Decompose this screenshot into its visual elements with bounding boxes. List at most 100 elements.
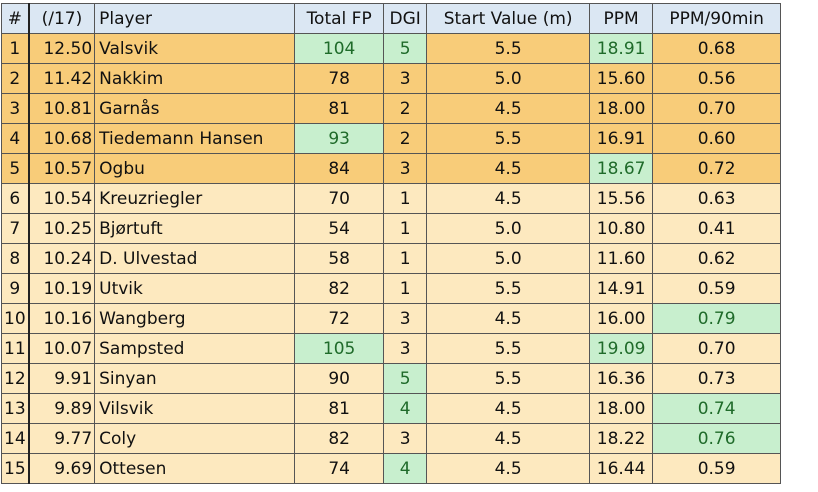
rank-cell[interactable]: 10: [0, 303, 30, 334]
player-cell[interactable]: Wangberg: [94, 303, 296, 334]
dgi-cell[interactable]: 4: [383, 393, 428, 424]
ppm-cell[interactable]: 14.91: [589, 273, 654, 304]
ppm-cell[interactable]: 15.56: [589, 183, 654, 214]
score-cell[interactable]: 9.89: [27, 393, 96, 424]
start-value-cell[interactable]: 5.5: [426, 123, 591, 154]
start-value-cell[interactable]: 4.5: [426, 423, 591, 454]
dgi-cell[interactable]: 3: [383, 423, 428, 454]
ppm-90-cell[interactable]: 0.74: [652, 393, 782, 424]
header-score[interactable]: (/17): [27, 3, 96, 34]
score-cell[interactable]: 9.69: [27, 453, 96, 484]
total-fp-cell[interactable]: 84: [294, 153, 385, 184]
player-cell[interactable]: Coly: [94, 423, 296, 454]
score-cell[interactable]: 9.77: [27, 423, 96, 454]
player-cell[interactable]: Ogbu: [94, 153, 296, 184]
ppm-90-cell[interactable]: 0.68: [652, 33, 782, 64]
ppm-90-cell[interactable]: 0.72: [652, 153, 782, 184]
dgi-cell[interactable]: 3: [383, 63, 428, 94]
total-fp-cell[interactable]: 81: [294, 393, 385, 424]
score-cell[interactable]: 10.68: [27, 123, 96, 154]
rank-cell[interactable]: 11: [0, 333, 30, 364]
ppm-cell[interactable]: 18.67: [589, 153, 654, 184]
ppm-90-cell[interactable]: 0.73: [652, 363, 782, 394]
total-fp-cell[interactable]: 82: [294, 423, 385, 454]
ppm-cell[interactable]: 19.09: [589, 333, 654, 364]
total-fp-cell[interactable]: 90: [294, 363, 385, 394]
total-fp-cell[interactable]: 54: [294, 213, 385, 244]
player-cell[interactable]: Ottesen: [94, 453, 296, 484]
ppm-90-cell[interactable]: 0.76: [652, 423, 782, 454]
total-fp-cell[interactable]: 81: [294, 93, 385, 124]
rank-cell[interactable]: 14: [0, 423, 30, 454]
start-value-cell[interactable]: 5.0: [426, 213, 591, 244]
ppm-90-cell[interactable]: 0.63: [652, 183, 782, 214]
rank-cell[interactable]: 2: [0, 63, 30, 94]
dgi-cell[interactable]: 1: [383, 213, 428, 244]
rank-cell[interactable]: 8: [0, 243, 30, 274]
dgi-cell[interactable]: 2: [383, 93, 428, 124]
dgi-cell[interactable]: 4: [383, 453, 428, 484]
ppm-cell[interactable]: 16.91: [589, 123, 654, 154]
dgi-cell[interactable]: 3: [383, 153, 428, 184]
dgi-cell[interactable]: 5: [383, 33, 428, 64]
start-value-cell[interactable]: 5.5: [426, 273, 591, 304]
dgi-cell[interactable]: 1: [383, 273, 428, 304]
total-fp-cell[interactable]: 104: [294, 33, 385, 64]
ppm-cell[interactable]: 16.00: [589, 303, 654, 334]
ppm-90-cell[interactable]: 0.62: [652, 243, 782, 274]
total-fp-cell[interactable]: 105: [294, 333, 385, 364]
ppm-cell[interactable]: 18.22: [589, 423, 654, 454]
header-rank[interactable]: #: [0, 3, 30, 34]
start-value-cell[interactable]: 5.5: [426, 363, 591, 394]
rank-cell[interactable]: 15: [0, 453, 30, 484]
score-cell[interactable]: 10.25: [27, 213, 96, 244]
score-cell[interactable]: 9.91: [27, 363, 96, 394]
score-cell[interactable]: 10.24: [27, 243, 96, 274]
player-cell[interactable]: D. Ulvestad: [94, 243, 296, 274]
start-value-cell[interactable]: 4.5: [426, 453, 591, 484]
ppm-90-cell[interactable]: 0.79: [652, 303, 782, 334]
ppm-cell[interactable]: 18.00: [589, 93, 654, 124]
player-cell[interactable]: Utvik: [94, 273, 296, 304]
score-cell[interactable]: 10.07: [27, 333, 96, 364]
header-player[interactable]: Player: [94, 3, 296, 34]
score-cell[interactable]: 12.50: [27, 33, 96, 64]
player-cell[interactable]: Garnås: [94, 93, 296, 124]
score-cell[interactable]: 10.57: [27, 153, 96, 184]
ppm-90-cell[interactable]: 0.59: [652, 453, 782, 484]
rank-cell[interactable]: 13: [0, 393, 30, 424]
player-cell[interactable]: Kreuzriegler: [94, 183, 296, 214]
start-value-cell[interactable]: 5.5: [426, 33, 591, 64]
score-cell[interactable]: 10.81: [27, 93, 96, 124]
ppm-cell[interactable]: 16.36: [589, 363, 654, 394]
ppm-cell[interactable]: 11.60: [589, 243, 654, 274]
rank-cell[interactable]: 1: [0, 33, 30, 64]
dgi-cell[interactable]: 1: [383, 183, 428, 214]
player-cell[interactable]: Bjørtuft: [94, 213, 296, 244]
ppm-90-cell[interactable]: 0.41: [652, 213, 782, 244]
rank-cell[interactable]: 6: [0, 183, 30, 214]
start-value-cell[interactable]: 5.0: [426, 243, 591, 274]
header-dgi[interactable]: DGI: [383, 3, 428, 34]
ppm-cell[interactable]: 16.44: [589, 453, 654, 484]
header-total-fp[interactable]: Total FP: [294, 3, 385, 34]
rank-cell[interactable]: 5: [0, 153, 30, 184]
start-value-cell[interactable]: 4.5: [426, 303, 591, 334]
rank-cell[interactable]: 12: [0, 363, 30, 394]
start-value-cell[interactable]: 4.5: [426, 183, 591, 214]
header-ppm-90[interactable]: PPM/90min: [652, 3, 782, 34]
total-fp-cell[interactable]: 70: [294, 183, 385, 214]
total-fp-cell[interactable]: 93: [294, 123, 385, 154]
dgi-cell[interactable]: 1: [383, 243, 428, 274]
total-fp-cell[interactable]: 74: [294, 453, 385, 484]
ppm-90-cell[interactable]: 0.60: [652, 123, 782, 154]
ppm-90-cell[interactable]: 0.56: [652, 63, 782, 94]
dgi-cell[interactable]: 3: [383, 333, 428, 364]
score-cell[interactable]: 10.54: [27, 183, 96, 214]
ppm-cell[interactable]: 18.00: [589, 393, 654, 424]
score-cell[interactable]: 10.16: [27, 303, 96, 334]
start-value-cell[interactable]: 4.5: [426, 393, 591, 424]
player-cell[interactable]: Nakkim: [94, 63, 296, 94]
header-ppm[interactable]: PPM: [589, 3, 654, 34]
dgi-cell[interactable]: 5: [383, 363, 428, 394]
